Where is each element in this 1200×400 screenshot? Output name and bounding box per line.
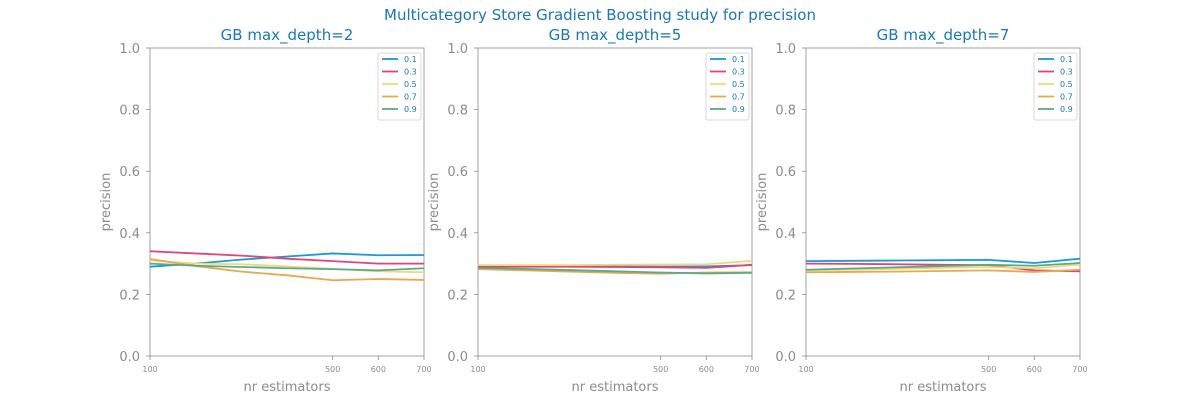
figure-title: Multicategory Store Gradient Boosting st… [384,6,816,24]
y-tick-label: 0.2 [775,288,796,303]
series-line-0.5 [149,259,425,274]
y-tick-label: 1.0 [119,42,140,57]
x-tick-label: 600 [699,365,714,374]
legend-label: 0.1 [1060,55,1073,64]
legend: 0.1 0.3 0.5 0.7 0.9 [705,52,750,121]
y-tick-label: 0.2 [119,288,140,303]
legend-box [1033,52,1078,121]
y-axis-label: precision [99,173,114,232]
x-tick-label: 500 [325,365,340,374]
chart-panel-3: GB max_depth=7 0.0 0.2 0.4 0.6 0.8 1.0 100 500 60… [755,26,1088,395]
chart-panel-2: GB max_depth=5 0.0 0.2 0.4 0.6 0.8 1.0 100 500 60… [427,26,760,395]
legend-label: 0.5 [1060,80,1073,89]
y-tick-label: 0.8 [447,104,468,119]
x-tick-label: 500 [981,365,996,374]
y-tick-label: 0.2 [447,288,468,303]
legend-label: 0.7 [1060,93,1073,102]
x-axis-label: nr estimators [572,380,659,395]
y-tick-label: 1.0 [775,42,796,57]
x-axis-label: nr estimators [900,380,987,395]
x-tick-label: 700 [744,365,759,374]
x-axis-label: nr estimators [244,380,331,395]
y-tick-label: 0.8 [119,104,140,119]
legend-label: 0.9 [1060,105,1073,114]
y-tick-label: 0.6 [775,165,796,180]
plot-frame [149,47,425,357]
series-line-0.3 [478,263,753,269]
legend-label: 0.3 [404,68,417,77]
plot-frame [805,47,1081,357]
series-line-0.9 [477,267,753,275]
x-tick-label: 100 [470,365,485,374]
legend-label: 0.9 [404,105,417,114]
y-tick-label: 0.0 [447,350,468,365]
x-tick-label: 100 [798,365,813,374]
legend: 0.1 0.3 0.5 0.7 0.9 [1033,52,1078,121]
series-line-0.7 [805,268,1081,274]
series-line-0.7 [477,268,753,275]
legend-label: 0.3 [1060,68,1073,77]
series-line-0.5 [805,263,1081,272]
series-line-0.3 [149,250,424,265]
series-line-0.9 [805,262,1081,271]
series-line-0.5 [478,259,753,267]
y-tick-label: 0.0 [775,350,796,365]
y-tick-label: 0.0 [119,350,140,365]
y-tick-label: 0.4 [775,227,796,242]
series-line-0.1 [805,257,1081,264]
y-tick-label: 0.4 [447,227,468,242]
legend: 0.1 0.3 0.5 0.7 0.9 [377,52,422,121]
x-tick-label: 700 [1072,365,1087,374]
legend-label: 0.1 [404,55,417,64]
y-tick-label: 0.4 [119,227,140,242]
y-axis-label: precision [755,173,770,232]
series-line-0.3 [805,262,1081,273]
x-tick-label: 700 [416,365,431,374]
legend-box [705,52,750,121]
legend-label: 0.7 [404,93,417,102]
series-line-0.9 [149,262,425,272]
x-tick-label: 600 [1027,365,1042,374]
x-tick-label: 500 [653,365,668,374]
legend-label: 0.9 [732,105,745,114]
legend-label: 0.5 [732,80,745,89]
chart-title: GB max_depth=7 [877,26,1010,45]
y-axis-label: precision [427,173,442,232]
y-tick-label: 0.8 [775,104,796,119]
legend-label: 0.5 [404,80,417,89]
y-tick-label: 0.6 [447,165,468,180]
legend-label: 0.7 [732,93,745,102]
chart-panel-1: GB max_depth=2 0.0 0.2 0.4 0.6 0.8 1.0 100 500 60… [99,26,432,395]
x-tick-label: 100 [142,365,157,374]
legend-box [377,52,422,121]
chart-title: GB max_depth=2 [221,26,354,45]
plot-frame [477,47,753,357]
y-tick-label: 0.6 [119,165,140,180]
x-tick-label: 600 [371,365,386,374]
chart-title: GB max_depth=5 [549,26,682,45]
y-tick-label: 1.0 [447,42,468,57]
legend-label: 0.1 [732,55,745,64]
legend-label: 0.3 [732,68,745,77]
